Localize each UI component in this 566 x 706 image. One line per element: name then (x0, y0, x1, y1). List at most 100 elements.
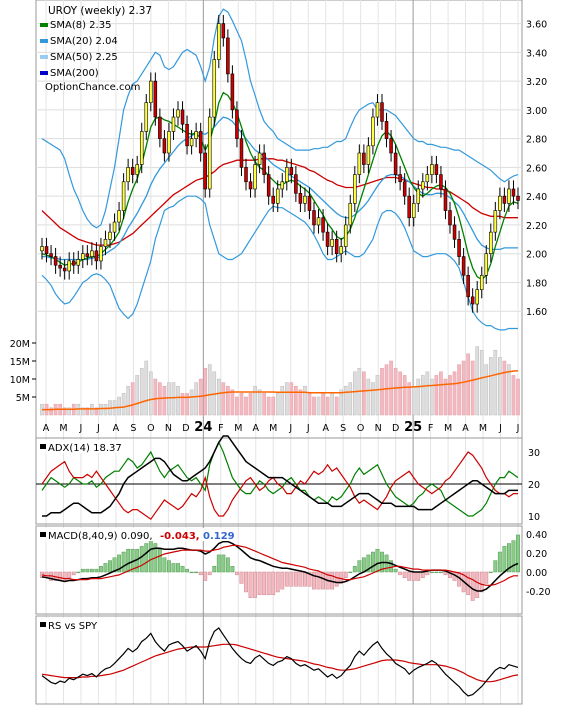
candle-body (112, 221, 117, 233)
volume-bar (230, 389, 235, 416)
macd-hist-bar (248, 571, 253, 598)
x-tick-label: J (96, 423, 100, 434)
rs-avg-line (41, 643, 519, 683)
macd-hist-bar (506, 543, 511, 573)
volume-bar (176, 385, 180, 416)
watermark: OptionChance.com (45, 82, 140, 93)
volume-bar (498, 357, 502, 416)
x-tick-label: A (43, 423, 50, 434)
macd-hist-bar (343, 571, 348, 578)
macd-hist-bar (411, 571, 416, 581)
candle-body (416, 188, 421, 204)
candle-body (235, 109, 239, 139)
volume-bar (425, 371, 430, 416)
volume-bar (257, 389, 262, 416)
legend-sma50: SMA(50) 2.25 (50, 52, 118, 63)
candle-body (49, 253, 53, 257)
macd-y-ticks: 0.40 0.20 0.00 -0.20 (526, 530, 551, 598)
macd-hist-bar (312, 571, 316, 590)
volume-bar (266, 396, 271, 416)
volume-bar (493, 349, 498, 416)
x-tick-label: M (444, 423, 452, 434)
rs-line (41, 627, 519, 697)
macd-hist-bar (225, 557, 230, 573)
volume-bar (352, 371, 357, 416)
candle-body (466, 274, 470, 298)
volume-bar (235, 396, 239, 416)
macd-hist-bar (162, 557, 167, 573)
candle-body (343, 224, 348, 247)
candle-body (312, 210, 316, 226)
volume-bar (262, 393, 266, 416)
price-tick-label: 2.40 (526, 192, 547, 203)
candle-body (303, 195, 307, 204)
candle-body (207, 116, 212, 190)
macd-hist-bar (207, 571, 212, 576)
candle-body (185, 123, 189, 147)
candle-body (498, 195, 502, 211)
candle-body (493, 210, 498, 233)
volume-bar (62, 407, 67, 416)
macd-label: MACD(8,40,9) 0.090, (48, 531, 153, 542)
volume-bar (85, 407, 90, 416)
volume-bar (475, 346, 480, 416)
macd-hist-bar (479, 571, 484, 593)
price-tick-label: 1.60 (526, 307, 547, 318)
volume-bar (384, 364, 389, 416)
x-tick-label: A (253, 423, 260, 434)
candle-body (461, 256, 466, 276)
macd-panel: 0.40 0.20 0.00 -0.20 MACD(8,40,9) 0.090, -0… (35, 525, 551, 615)
macd-hist-bar (321, 571, 326, 590)
macd-hist-bar (216, 554, 221, 573)
volume-bar (203, 367, 208, 416)
macd-hist-bar (438, 571, 443, 574)
macd-hist-bar (185, 568, 190, 573)
candle-body (153, 80, 158, 118)
volume-bar (207, 364, 212, 416)
x-tick-label: J (288, 423, 292, 434)
price-tick-label: 3.00 (526, 106, 547, 117)
macd-hist-bar (370, 551, 375, 573)
candle-body (198, 131, 203, 154)
macd-hist-bar (334, 571, 339, 587)
macd-label-marker (40, 532, 46, 537)
volume-bar (171, 382, 176, 416)
macd-hist-bar (108, 560, 112, 573)
x-grid (45, 0, 519, 704)
adx-label: ADX(14) 18.37 (48, 443, 122, 454)
volume-bar (511, 375, 516, 416)
macd-hist-bar (302, 571, 307, 587)
macd-tick-label: 0.00 (526, 568, 547, 579)
macd-hist-bar (475, 571, 480, 598)
candle-body (325, 231, 330, 247)
volume-tick-label: 15M (10, 357, 30, 368)
macd-signal-value: -0.043, (160, 531, 200, 542)
candle-body (285, 167, 289, 183)
macd-hist-bar (94, 568, 99, 573)
volume-bar (275, 393, 280, 416)
candle-body (248, 181, 253, 190)
candle-body (103, 239, 108, 247)
volume-bar (221, 382, 226, 416)
macd-hist-bar (58, 571, 63, 581)
candle-body (457, 239, 461, 257)
x-tick-label: D (182, 423, 189, 434)
candle-body (221, 23, 226, 39)
candle-body (176, 109, 180, 118)
volume-bar (439, 371, 443, 416)
candle-body (171, 116, 176, 132)
candle-body (384, 121, 389, 139)
macd-hist-bar (393, 568, 398, 573)
macd-hist-bar (488, 571, 493, 574)
volume-bar (289, 382, 294, 416)
macd-hist-bar (76, 571, 81, 574)
rs-label-bg (37, 618, 107, 631)
volume-bar (321, 393, 325, 416)
x-tick-label: D (392, 423, 399, 434)
price-tick-label: 2.00 (526, 250, 547, 261)
candle-body (262, 152, 266, 175)
volume-bar (99, 403, 103, 416)
candle-body (362, 152, 366, 165)
price-panel: 3.60 3.40 3.20 3.00 2.80 2.60 2.40 2.20 2.00 1.80… (10, 0, 547, 704)
candle-body (271, 195, 275, 204)
